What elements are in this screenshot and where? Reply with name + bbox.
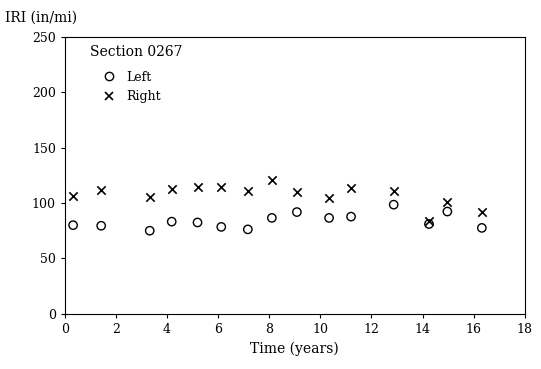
Point <box>167 186 176 192</box>
X-axis label: Time (years): Time (years) <box>250 341 339 356</box>
Point <box>347 185 355 191</box>
Point <box>97 187 105 193</box>
Point <box>478 210 486 215</box>
Point <box>325 195 333 201</box>
Text: Section 0267: Section 0267 <box>90 45 183 59</box>
Point <box>293 209 301 215</box>
Point <box>478 225 486 231</box>
Point <box>97 223 105 229</box>
Point <box>243 188 252 194</box>
Point <box>347 214 355 220</box>
Point <box>193 184 202 190</box>
Point <box>443 208 452 214</box>
Point <box>267 215 276 221</box>
Point <box>390 202 398 208</box>
Point <box>217 184 226 190</box>
Point <box>146 228 154 234</box>
Point <box>325 215 333 221</box>
Point <box>267 177 276 183</box>
Point <box>243 227 252 232</box>
Point <box>193 220 202 225</box>
Point <box>425 221 433 227</box>
Point <box>425 218 433 224</box>
Point <box>443 199 452 204</box>
Point <box>167 219 176 225</box>
Point <box>69 222 77 228</box>
Legend: Left, Right: Left, Right <box>96 71 161 103</box>
Point <box>293 189 301 195</box>
Point <box>217 224 226 230</box>
Point <box>390 189 398 194</box>
Point <box>69 193 77 199</box>
Text: IRI (in/mi): IRI (in/mi) <box>5 11 77 25</box>
Point <box>146 194 154 200</box>
